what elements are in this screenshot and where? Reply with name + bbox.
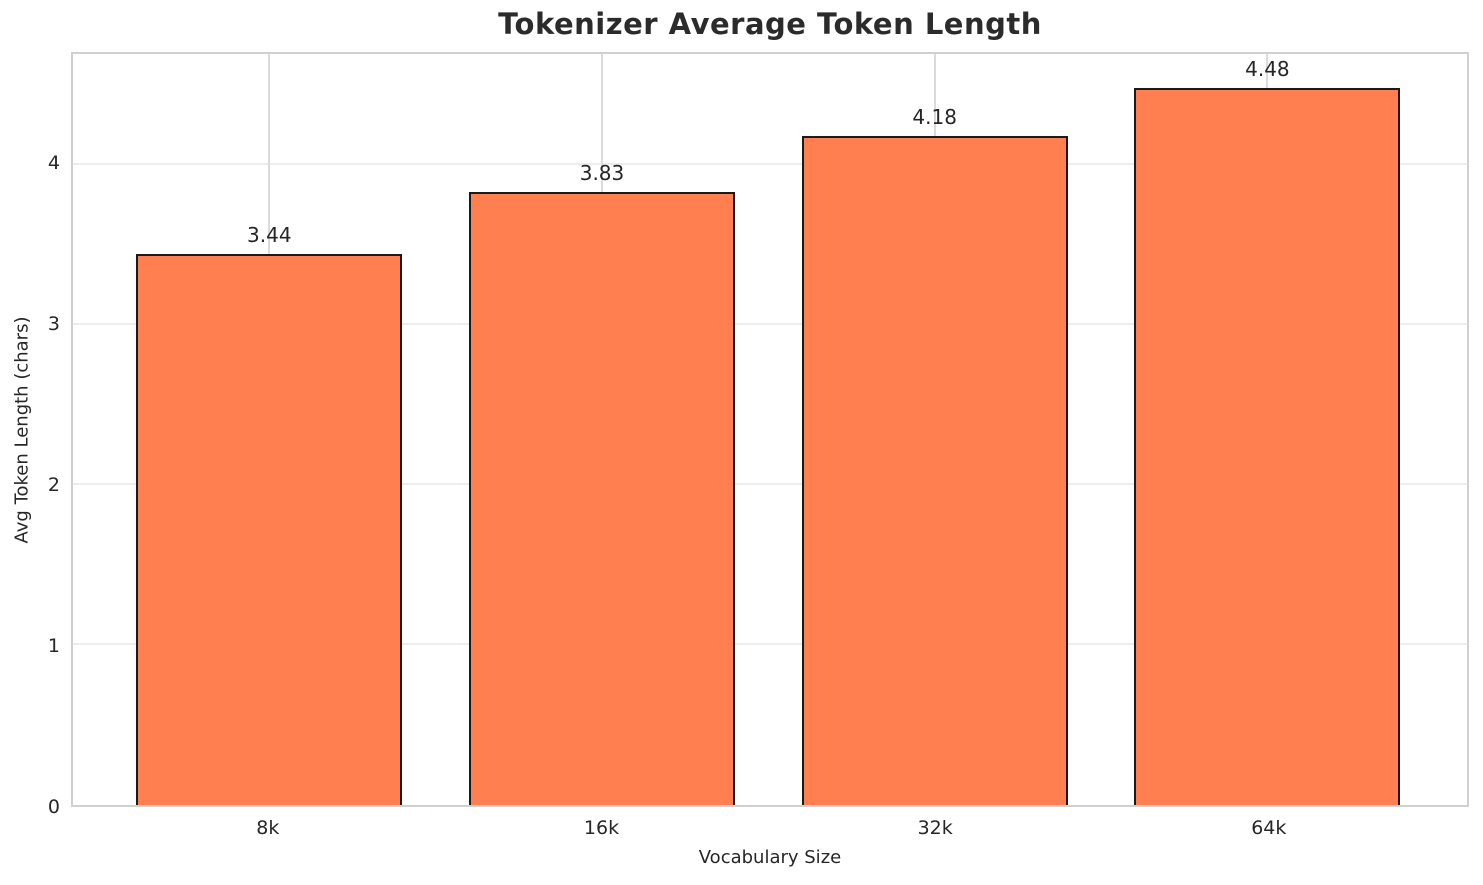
plot-area: 3.44 3.83 4.18 4.48: [71, 52, 1469, 807]
bar-value-label: 3.83: [579, 160, 625, 185]
y-tick-label: 3: [47, 313, 60, 336]
bar-value-label: 4.48: [1245, 56, 1290, 81]
x-tick-label: 16k: [583, 817, 620, 839]
x-tick-label: 64k: [1251, 817, 1287, 839]
bar-value-label: 3.44: [247, 223, 292, 248]
bar-16k: [468, 191, 736, 805]
bar-32k: [801, 135, 1068, 805]
y-tick-label: 1: [47, 635, 60, 658]
x-tick-label: 8k: [256, 817, 280, 839]
x-axis-label: Vocabulary Size: [698, 847, 842, 868]
gridline-horizontal: [73, 642, 1467, 645]
bar-8k: [136, 254, 403, 805]
gridline-horizontal: [73, 482, 1467, 485]
chart-title: Tokenizer Average Token Length: [498, 7, 1042, 41]
y-axis-label: Avg Token Length (chars): [11, 316, 33, 544]
y-tick-label: 0: [47, 796, 60, 818]
y-tick-label: 4: [47, 152, 60, 175]
gridline-horizontal: [73, 322, 1467, 325]
y-tick-label: 2: [47, 474, 60, 497]
bar-64k: [1134, 87, 1401, 805]
x-tick-label: 32k: [917, 817, 953, 839]
gridline-horizontal: [73, 162, 1467, 165]
bar-value-label: 4.18: [912, 104, 957, 129]
